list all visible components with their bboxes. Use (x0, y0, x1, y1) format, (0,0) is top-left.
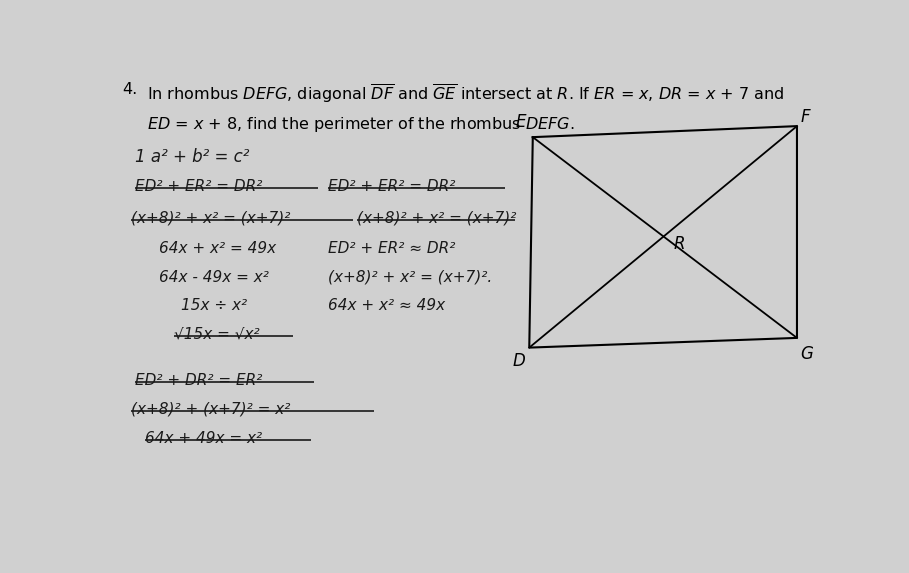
Text: ED² + ER² = DR²: ED² + ER² = DR² (135, 179, 262, 194)
Text: √15x = √x²: √15x = √x² (174, 327, 259, 342)
Text: G: G (801, 344, 814, 363)
Text: E: E (515, 112, 525, 131)
Text: ED² + DR² = ER²: ED² + DR² = ER² (135, 373, 262, 388)
Text: ED² + ER² ≈ DR²: ED² + ER² ≈ DR² (328, 241, 456, 256)
Text: In rhombus $\mathit{DEFG}$, diagonal $\overline{\mathit{DF}}$ and $\overline{\ma: In rhombus $\mathit{DEFG}$, diagonal $\o… (147, 82, 784, 105)
Text: (x+8)² + x² = (x+7)².: (x+8)² + x² = (x+7)². (328, 269, 493, 285)
Text: 15x ÷ x²: 15x ÷ x² (181, 298, 246, 313)
Text: (x+8)² + (x+7)² = x²: (x+8)² + (x+7)² = x² (131, 402, 291, 417)
Text: 1 a² + b² = c²: 1 a² + b² = c² (135, 148, 249, 166)
Text: 64x - 49x = x²: 64x - 49x = x² (159, 269, 269, 285)
Text: 64x + x² = 49x: 64x + x² = 49x (159, 241, 276, 256)
Text: D: D (513, 352, 525, 370)
Text: (x+8)² + x² = (x+7)²: (x+8)² + x² = (x+7)² (131, 211, 291, 226)
Text: 4.: 4. (122, 82, 137, 97)
Text: 64x + 49x = x²: 64x + 49x = x² (145, 431, 263, 446)
Text: ED² + ER² = DR²: ED² + ER² = DR² (328, 179, 456, 194)
Text: 64x + x² ≈ 49x: 64x + x² ≈ 49x (328, 298, 445, 313)
Text: (x+8)² + x² = (x+7)²: (x+8)² + x² = (x+7)² (356, 211, 516, 226)
Text: F: F (801, 108, 810, 126)
Text: $\mathit{ED}$ = $\mathit{x}$ + 8, find the perimeter of the rhombus $\mathit{DEF: $\mathit{ED}$ = $\mathit{x}$ + 8, find t… (147, 115, 575, 134)
Text: R: R (674, 236, 685, 253)
